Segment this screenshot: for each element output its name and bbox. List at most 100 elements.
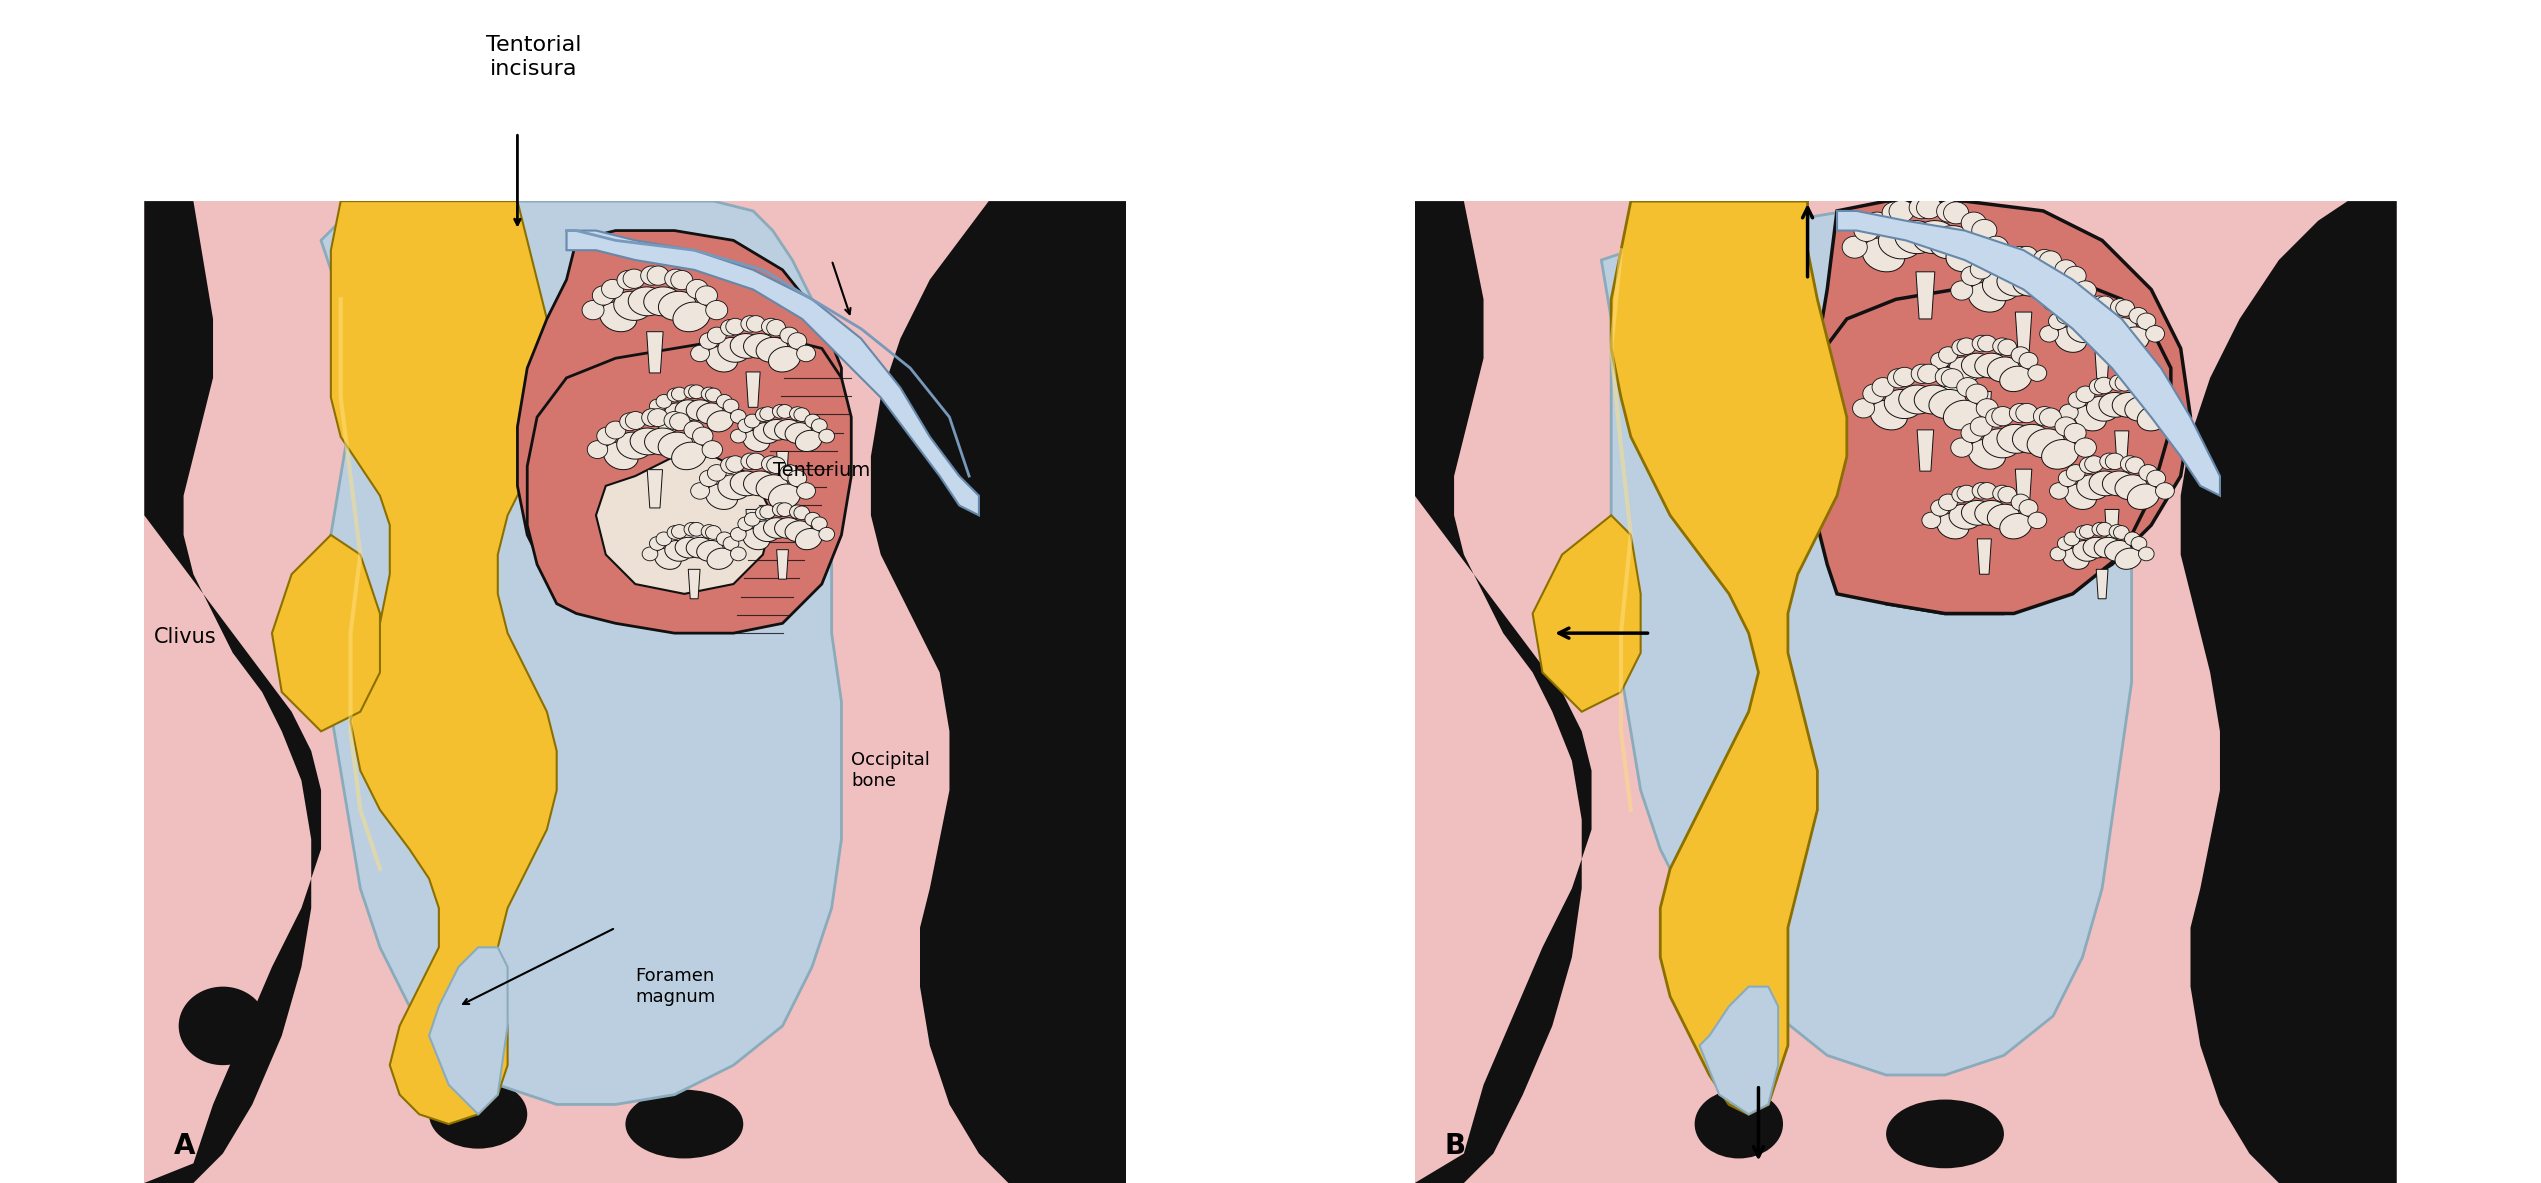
Ellipse shape: [729, 547, 747, 561]
Ellipse shape: [2094, 377, 2114, 394]
Ellipse shape: [1985, 408, 2007, 427]
Ellipse shape: [706, 411, 734, 432]
Ellipse shape: [724, 537, 739, 550]
Ellipse shape: [2010, 494, 2030, 511]
Ellipse shape: [729, 471, 762, 496]
Ellipse shape: [615, 291, 650, 321]
Ellipse shape: [2129, 377, 2150, 394]
Polygon shape: [429, 948, 508, 1114]
Ellipse shape: [1878, 226, 1921, 259]
Ellipse shape: [2066, 484, 2096, 510]
Ellipse shape: [1929, 226, 1972, 259]
Ellipse shape: [1987, 504, 2020, 529]
Ellipse shape: [706, 465, 727, 481]
Polygon shape: [330, 201, 556, 1124]
Ellipse shape: [2129, 308, 2147, 324]
Ellipse shape: [1962, 354, 1995, 377]
Polygon shape: [1601, 211, 2132, 1075]
Ellipse shape: [1962, 500, 1995, 525]
Text: Clivus: Clivus: [155, 627, 216, 647]
Ellipse shape: [2058, 405, 2079, 421]
Ellipse shape: [1997, 486, 2018, 503]
Ellipse shape: [1936, 513, 1969, 539]
Ellipse shape: [1969, 440, 2005, 470]
Ellipse shape: [737, 419, 755, 433]
Ellipse shape: [2104, 318, 2137, 343]
Ellipse shape: [2140, 547, 2155, 561]
Polygon shape: [518, 231, 841, 623]
Ellipse shape: [757, 474, 788, 499]
Ellipse shape: [2063, 424, 2086, 442]
Polygon shape: [778, 550, 788, 580]
Ellipse shape: [755, 506, 770, 519]
Ellipse shape: [2096, 523, 2112, 536]
Ellipse shape: [1842, 237, 1868, 258]
Polygon shape: [778, 452, 788, 481]
Ellipse shape: [2132, 537, 2147, 550]
Ellipse shape: [2096, 296, 2114, 312]
Ellipse shape: [1992, 250, 2015, 269]
Ellipse shape: [643, 287, 681, 316]
Ellipse shape: [1863, 384, 1885, 403]
Ellipse shape: [2010, 403, 2030, 422]
Ellipse shape: [727, 318, 745, 335]
Ellipse shape: [696, 403, 724, 424]
Ellipse shape: [597, 427, 617, 445]
Ellipse shape: [785, 422, 813, 444]
Polygon shape: [2180, 201, 2396, 1183]
Ellipse shape: [684, 384, 699, 399]
Ellipse shape: [2114, 548, 2142, 569]
Ellipse shape: [1987, 357, 2020, 382]
Ellipse shape: [2127, 457, 2145, 473]
Ellipse shape: [650, 537, 666, 550]
Ellipse shape: [2068, 392, 2086, 408]
Ellipse shape: [747, 316, 765, 332]
Ellipse shape: [1893, 367, 1916, 387]
Ellipse shape: [668, 388, 684, 402]
Ellipse shape: [752, 521, 780, 542]
Ellipse shape: [2089, 379, 2109, 395]
Polygon shape: [145, 201, 1126, 1183]
Polygon shape: [1817, 201, 2190, 614]
Polygon shape: [1977, 539, 1992, 574]
Ellipse shape: [767, 347, 800, 371]
Ellipse shape: [656, 548, 681, 569]
Ellipse shape: [2063, 548, 2089, 569]
Ellipse shape: [1997, 340, 2018, 356]
Ellipse shape: [706, 300, 727, 319]
Ellipse shape: [1936, 200, 1962, 222]
Ellipse shape: [2071, 299, 2089, 316]
Ellipse shape: [658, 291, 696, 321]
Ellipse shape: [1951, 486, 1972, 503]
Ellipse shape: [2079, 524, 2096, 538]
Ellipse shape: [1982, 272, 2020, 300]
Ellipse shape: [717, 337, 750, 362]
Ellipse shape: [696, 541, 724, 561]
Polygon shape: [145, 623, 213, 770]
Ellipse shape: [742, 431, 770, 452]
Ellipse shape: [689, 384, 704, 399]
Ellipse shape: [1949, 357, 1982, 382]
Ellipse shape: [656, 394, 671, 408]
Ellipse shape: [673, 302, 709, 331]
Ellipse shape: [745, 334, 775, 358]
Ellipse shape: [643, 547, 658, 561]
Ellipse shape: [2028, 428, 2066, 458]
Polygon shape: [747, 510, 760, 545]
Ellipse shape: [742, 529, 770, 550]
Ellipse shape: [2119, 455, 2140, 472]
Ellipse shape: [793, 506, 811, 519]
Ellipse shape: [2079, 313, 2112, 338]
Ellipse shape: [788, 470, 805, 486]
Ellipse shape: [2089, 296, 2109, 312]
Polygon shape: [1611, 201, 1847, 1114]
Ellipse shape: [2020, 499, 2038, 516]
Ellipse shape: [2145, 325, 2165, 342]
Ellipse shape: [2134, 379, 2155, 395]
Polygon shape: [1532, 516, 1641, 712]
Ellipse shape: [1941, 369, 1964, 388]
Ellipse shape: [625, 1090, 745, 1158]
Ellipse shape: [2086, 396, 2119, 421]
Ellipse shape: [717, 532, 732, 545]
Ellipse shape: [2058, 470, 2076, 486]
